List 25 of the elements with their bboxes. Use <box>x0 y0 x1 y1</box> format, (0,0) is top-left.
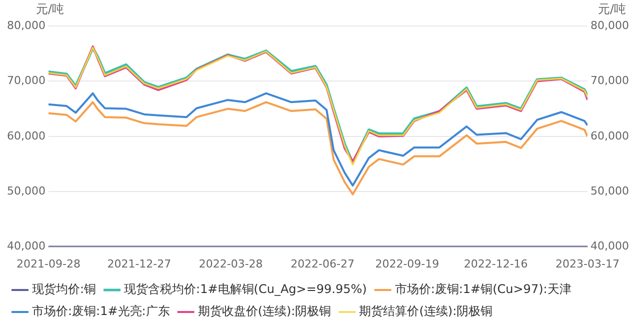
legend-label: 期货结算价(连续):阴极铜 <box>359 304 493 318</box>
x-tick-label: 2022-09-19 <box>375 257 440 270</box>
y-tick-label: 80,000 <box>6 18 46 32</box>
y-tick-label: 50,000 <box>6 184 46 198</box>
y2-tick-label: 80,000 <box>590 18 630 32</box>
y2-tick-label: 70,000 <box>590 74 630 88</box>
y-tick-label: 40,000 <box>6 240 46 253</box>
y2-tick-label: 40,000 <box>590 240 630 253</box>
legend-label: 现货含税均价:1#电解铜(Cu_Ag>=99.95%) <box>124 282 367 296</box>
y2-axis-title: 元/吨 <box>598 2 626 16</box>
y2-tick-label: 60,000 <box>590 129 630 142</box>
x-tick-label: 2022-03-28 <box>198 257 263 270</box>
legend-label: 市场价:废铜:1#铜(Cu>97):天津 <box>394 282 572 296</box>
x-tick-label: 2021-12-27 <box>107 257 172 270</box>
x-tick-label: 2023-03-17 <box>556 257 620 270</box>
y-tick-label: 70,000 <box>6 74 46 88</box>
x-tick-label: 2021-09-28 <box>16 257 80 270</box>
legend-label: 市场价:废铜:1#光亮:广东 <box>32 304 170 318</box>
legend-label: 现货均价:铜 <box>32 282 96 296</box>
x-tick-label: 2022-06-27 <box>290 257 355 270</box>
y-axis-title: 元/吨 <box>36 2 64 16</box>
x-tick-label: 2022-12-16 <box>464 257 528 270</box>
legend-label: 期货收盘价(连续):阴极铜 <box>198 304 332 318</box>
y-tick-label: 60,000 <box>6 129 46 142</box>
y2-tick-label: 50,000 <box>590 184 630 198</box>
